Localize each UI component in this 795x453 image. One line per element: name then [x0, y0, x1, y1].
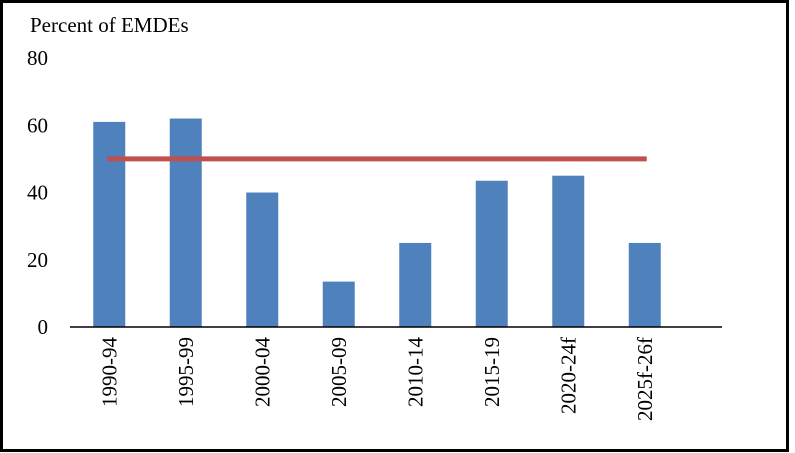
bar	[93, 121, 126, 327]
x-tick-label: 2000-04	[250, 337, 274, 407]
x-tick-label: 2020-24f	[556, 337, 580, 414]
bar	[169, 118, 202, 328]
x-tick-label: 1995-99	[174, 337, 198, 407]
y-tick-label: 0	[38, 315, 49, 339]
x-tick-label: 2005-09	[327, 337, 351, 407]
bar	[552, 175, 585, 327]
bar	[399, 242, 432, 327]
y-tick-label: 40	[27, 181, 48, 205]
bar	[246, 192, 279, 327]
x-tick-label: 2015-19	[480, 337, 504, 407]
y-tick-label: 60	[27, 113, 48, 137]
x-tick-label: 2010-14	[403, 337, 427, 407]
bar	[475, 180, 508, 327]
bar	[322, 281, 355, 327]
y-tick-label: 20	[27, 248, 48, 272]
bar	[628, 242, 661, 327]
y-tick-label: 80	[27, 46, 48, 70]
x-tick-label: 2025f-26f	[633, 337, 657, 421]
chart-title: Percent of EMDEs	[30, 13, 189, 37]
x-tick-label: 1990-94	[97, 337, 121, 407]
